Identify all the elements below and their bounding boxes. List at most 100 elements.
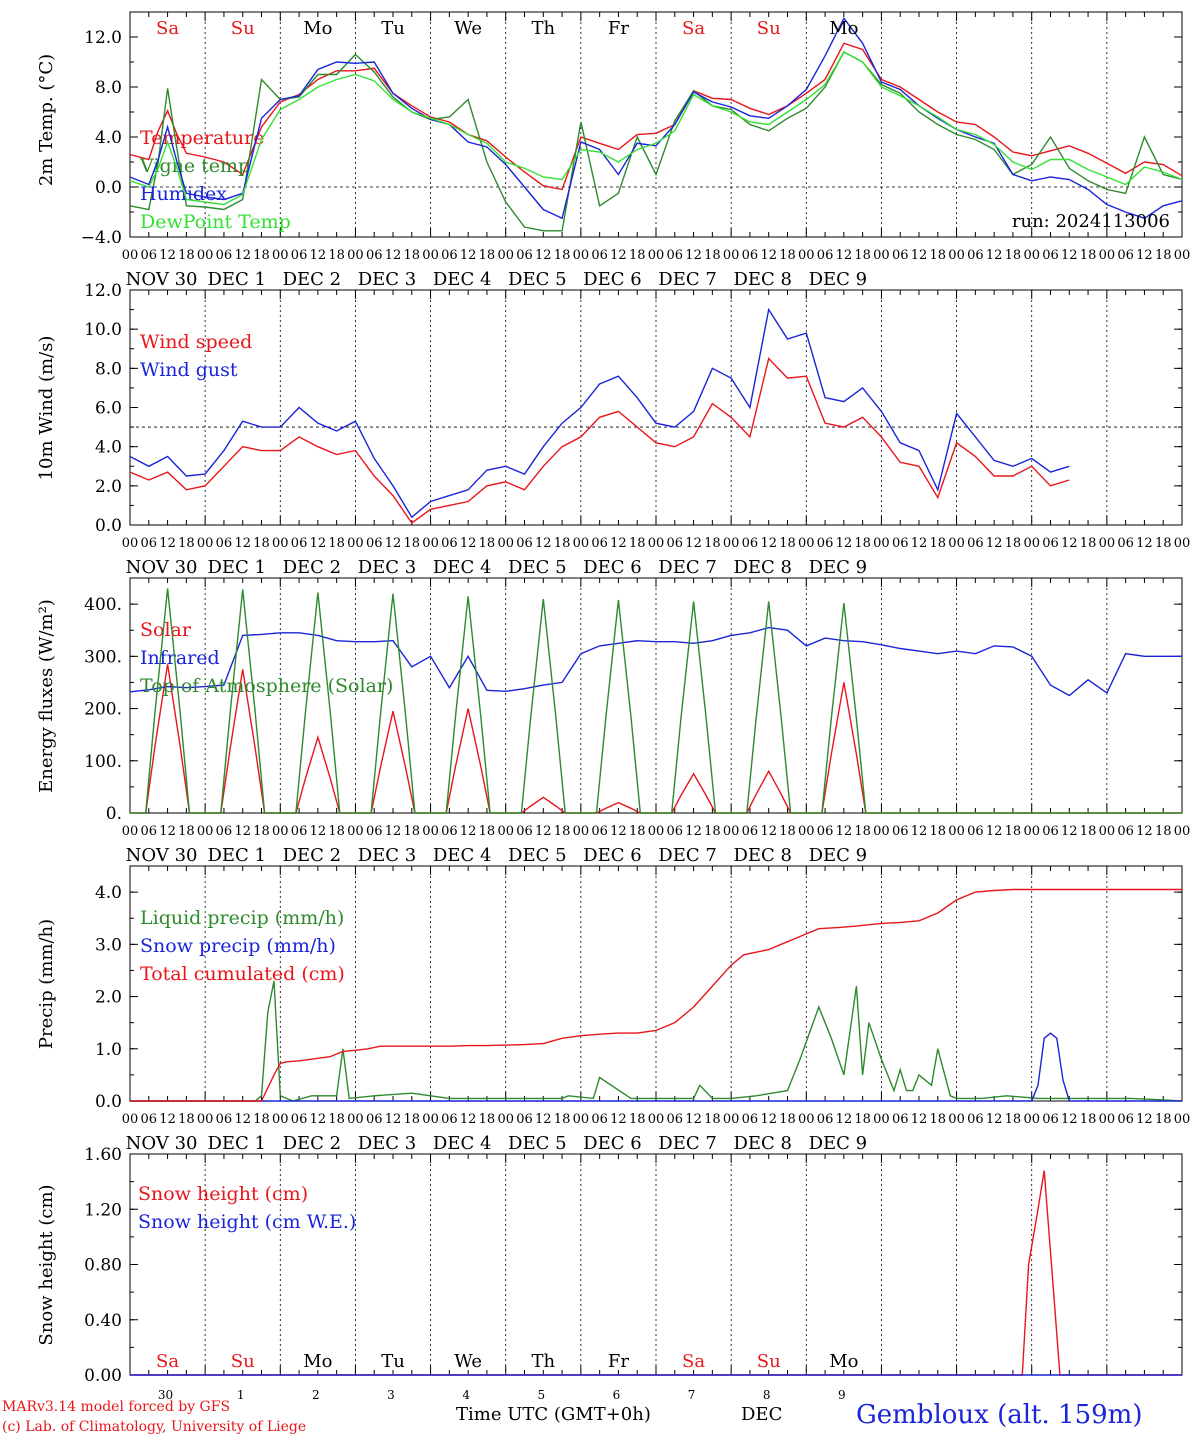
day-number: 2 [312,1388,320,1402]
y-tick-label: 2.0 [95,988,122,1008]
hour-label: 00 [1099,248,1116,263]
series-line-4-3 [130,888,1182,1102]
hour-label: 12 [685,824,702,839]
series-line-1-1 [129,42,1183,191]
series-line-3-2 [129,626,1182,697]
hour-label: 18 [629,248,646,263]
date-label: DEC 6 [583,269,642,290]
series-line-2-1 [129,357,1070,524]
date-label: DEC 9 [809,1133,868,1154]
hour-label: 00 [1023,824,1040,839]
hour-label: 18 [253,1112,270,1127]
date-label: DEC 2 [283,269,342,290]
hour-label: 00 [798,1112,815,1127]
legend-entry: Humidex [140,183,227,205]
date-label: NOV 30 [126,557,198,578]
weekday-label: Tu [381,18,405,39]
hour-label: 06 [366,536,383,551]
hour-label: 06 [817,248,834,263]
hour-label: 00 [648,1112,665,1127]
y-tick-label: 1.60 [84,1145,122,1165]
hour-label: 18 [404,824,421,839]
station-label: Gembloux (alt. 159m) [856,1400,1143,1430]
hour-label: 00 [873,536,890,551]
date-label: DEC 5 [508,557,567,578]
date-label: DEC 2 [283,845,342,866]
hour-label: 12 [986,824,1003,839]
hour-label: 00 [573,1112,590,1127]
hour-label: 18 [178,824,195,839]
y-tick-label: 4.0 [95,883,122,903]
date-label: DEC 8 [733,845,792,866]
hour-label: 18 [554,536,571,551]
hour-label: 18 [779,824,796,839]
hour-label: 00 [873,248,890,263]
y-tick-label: 400. [84,595,122,615]
legend-entry: Snow precip (mm/h) [140,935,336,957]
hour-label: 00 [1174,248,1191,263]
date-label: DEC 2 [283,557,342,578]
hour-label: 12 [234,248,251,263]
date-label: NOV 30 [126,1133,198,1154]
hour-label: 06 [1042,536,1059,551]
y-tick-label: 4.0 [95,438,122,458]
hour-label: 06 [817,536,834,551]
y-tick-label: 12.0 [84,28,122,48]
hour-label: 18 [930,536,947,551]
hour-label: 12 [535,248,552,263]
hour-label: 00 [197,536,214,551]
hour-label: 06 [667,824,684,839]
date-label: DEC 4 [433,269,492,290]
hour-label: 00 [648,248,665,263]
legend-entry: Snow height (cm) [138,1183,308,1205]
y-tick-label: 8.0 [95,359,122,379]
model-credit: MARv3.14 model forced by GFS [2,1399,231,1415]
hour-label: 00 [122,824,139,839]
hour-label: 06 [366,1112,383,1127]
hour-label: 00 [948,1112,965,1127]
series-line-4-1 [130,980,1183,1102]
y-tick-label: 0.80 [84,1256,122,1276]
hour-label: 06 [591,248,608,263]
hour-label: 00 [723,248,740,263]
hour-label: 18 [1080,536,1097,551]
hour-label: 12 [1061,1112,1078,1127]
hour-label: 12 [685,1112,702,1127]
weekday-label: Fr [608,18,629,39]
legend-entry: Snow height (cm W.E.) [138,1211,356,1233]
weekday-label: Sa [682,1351,705,1372]
hour-label: 06 [817,824,834,839]
date-label: DEC 1 [207,557,266,578]
hour-label: 06 [216,536,233,551]
hour-label: 00 [197,248,214,263]
weekday-label: Tu [381,1351,405,1372]
hour-label: 06 [291,248,308,263]
hour-label: 18 [854,248,871,263]
hour-label: 00 [723,1112,740,1127]
hour-label: 12 [385,248,402,263]
date-label: DEC 2 [283,1133,342,1154]
y-tick-label: 2.0 [95,477,122,497]
hour-label: 06 [591,1112,608,1127]
weekday-label: Mo [303,1351,332,1372]
date-label: DEC 4 [433,557,492,578]
weekday-label: Sa [682,18,705,39]
hour-label: 00 [948,824,965,839]
hour-label: 12 [159,1112,176,1127]
hour-label: 18 [704,1112,721,1127]
hour-label: 12 [460,824,477,839]
legend-entry: Wind gust [140,359,238,381]
hour-label: 00 [948,248,965,263]
date-label: DEC 6 [583,845,642,866]
weekday-label: Sa [156,18,179,39]
panel-5: 1.60 1.20 0.80 0.40 0.00 Snow height (cm) Snow… [36,1145,1183,1402]
hour-label: 12 [836,1112,853,1127]
lab-credit: (c) Lab. of Climatology, University of L… [2,1419,307,1435]
date-label: DEC 3 [358,1133,417,1154]
hour-label: 06 [141,1112,158,1127]
weekday-label: Su [231,1351,255,1372]
hour-label: 18 [479,248,496,263]
hour-label: 00 [873,1112,890,1127]
hour-label: 00 [1023,536,1040,551]
weekday-label: Su [231,18,255,39]
